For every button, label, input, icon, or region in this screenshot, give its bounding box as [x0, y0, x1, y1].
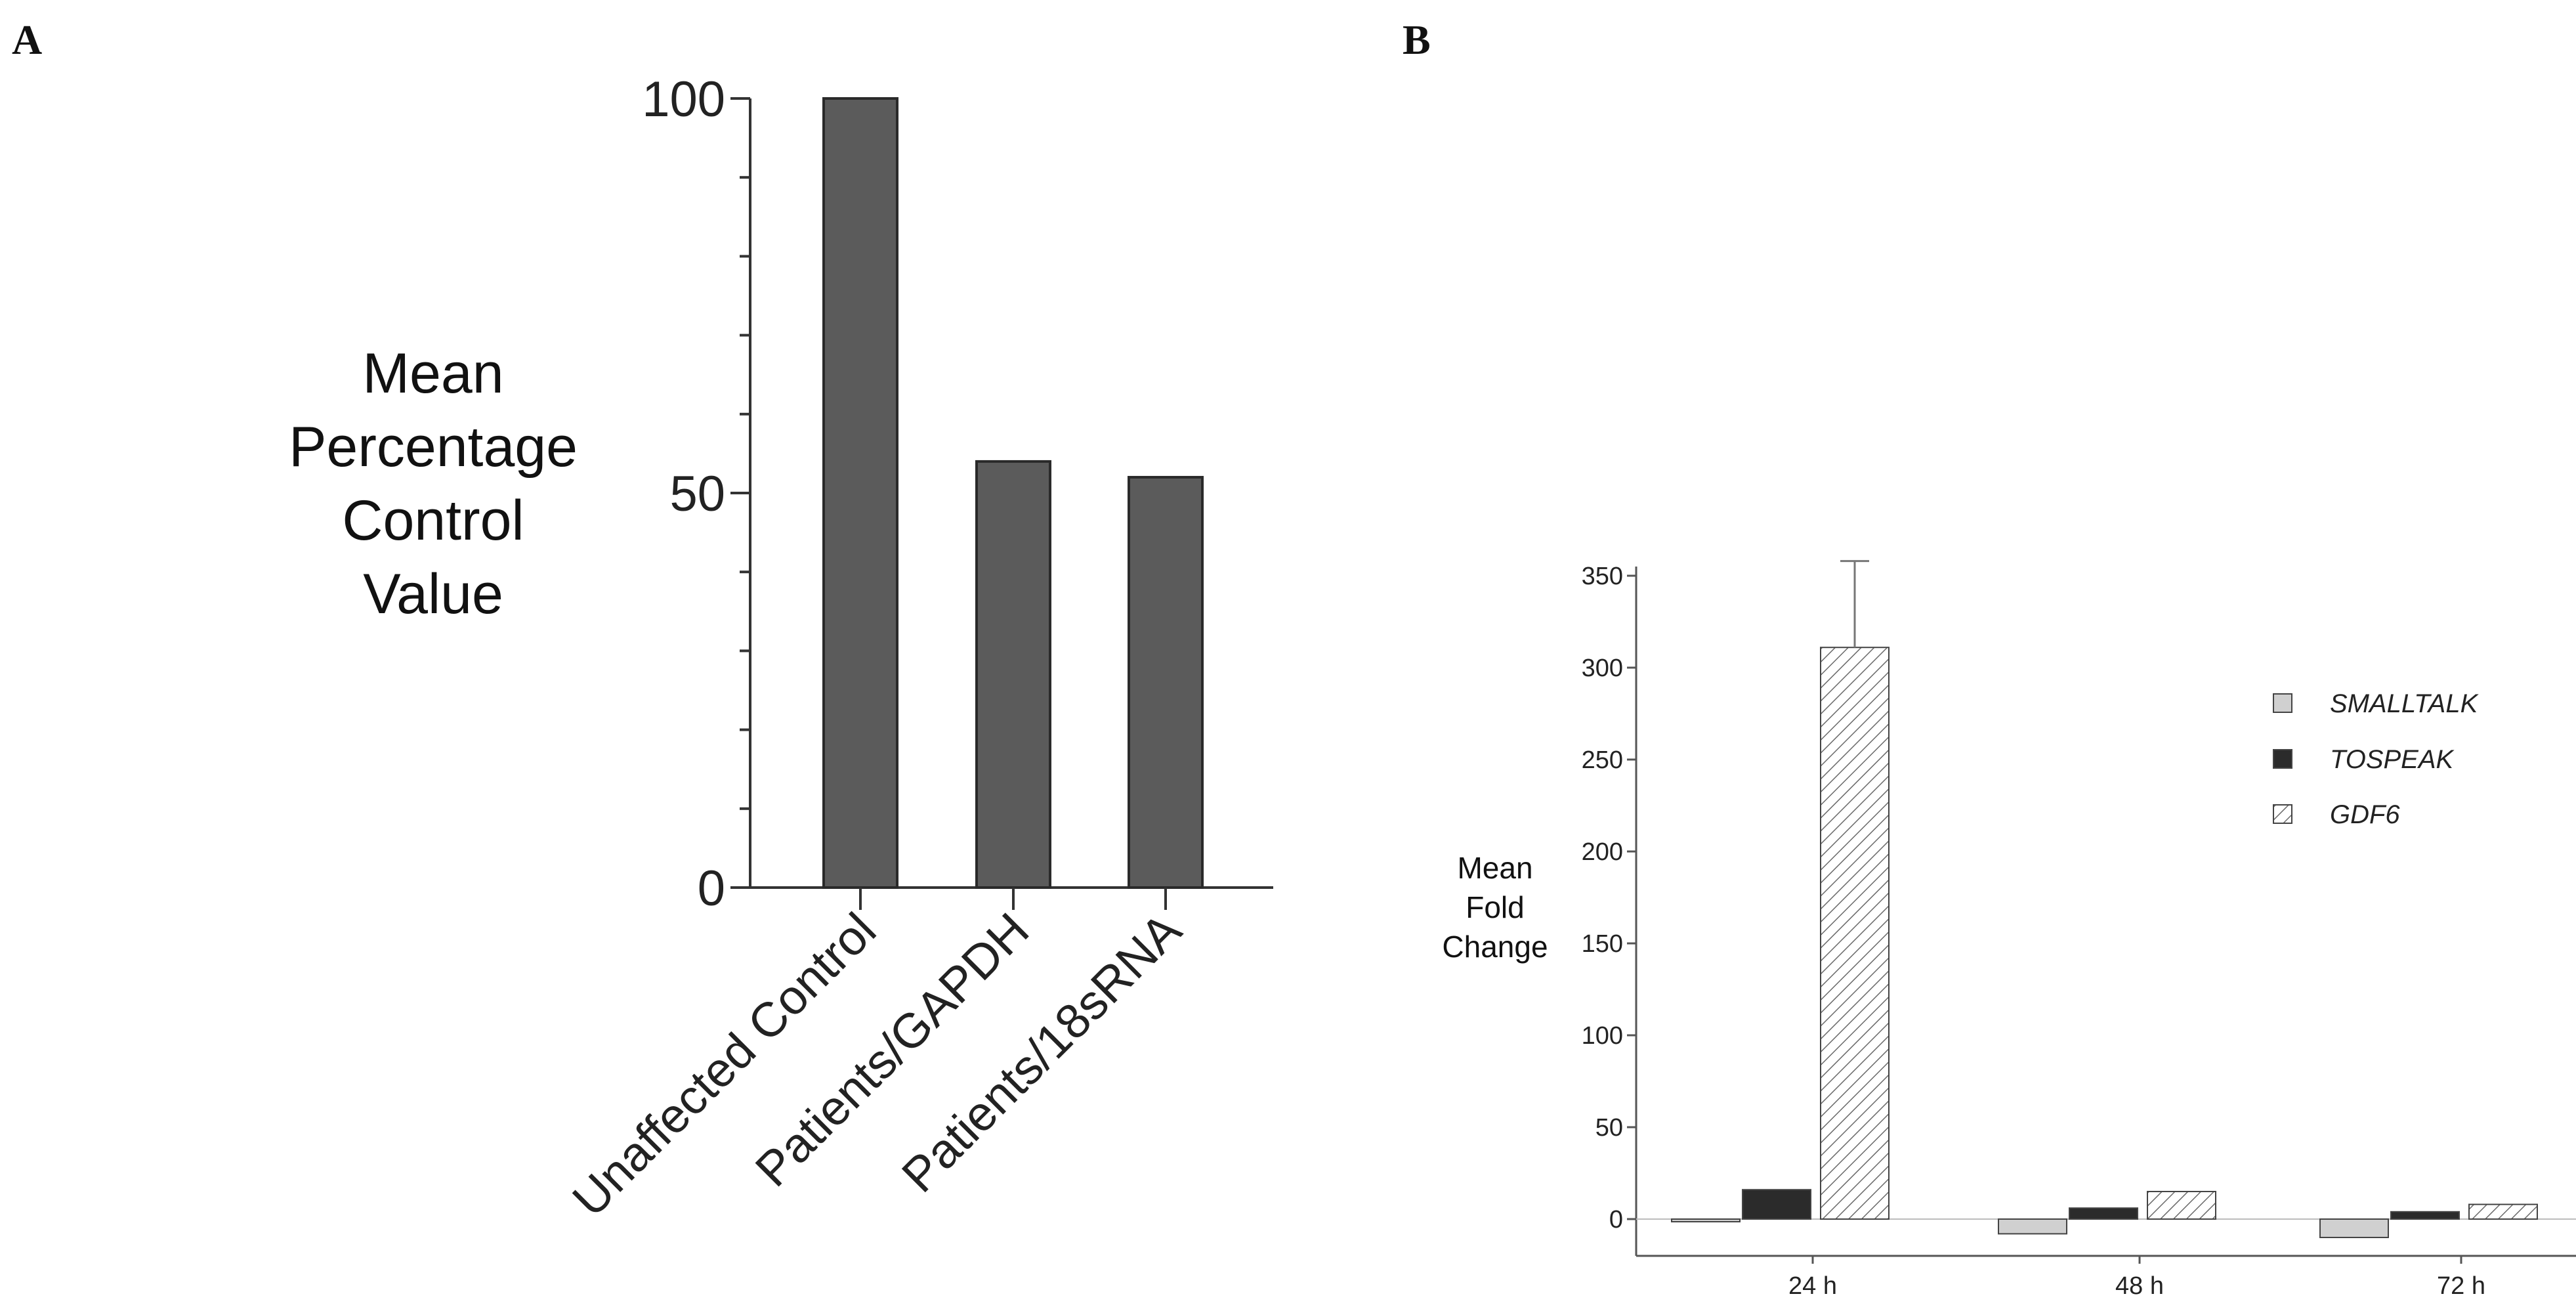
y-axis-label-line: Mean: [362, 342, 503, 405]
y-tick-label: 350: [1582, 563, 1623, 590]
chart-a: 0 50 100 Mean Percentage Control Value Unaffect…: [289, 72, 1273, 1227]
y-axis-label-line: Control: [342, 489, 524, 552]
chart-b: 0 50 100 150 200 250 300 350 Mean Fold Change 24 h 4…: [1442, 560, 2576, 1300]
x-tick-label: Patients/18sRNA: [891, 902, 1192, 1203]
y-tick-label: 100: [642, 72, 725, 127]
x-tick-label: 48 h: [2115, 1272, 2164, 1300]
legend-swatch-smalltalk: [2273, 693, 2292, 713]
bar-smalltalk-48-h: [1998, 1218, 2067, 1235]
bar-unaffected-control: [822, 97, 898, 889]
y-axis-label-line: Change: [1442, 930, 1548, 964]
legend-label-gdf6: GDF6: [2330, 800, 2400, 829]
bar-gdf6-72-h: [2468, 1203, 2538, 1220]
legend-label-tospeak: TOSPEAK: [2330, 745, 2455, 774]
legend-swatch-gdf6: [2273, 804, 2292, 824]
bar-smalltalk-72-h: [2319, 1218, 2389, 1238]
y-axis-label-line: Value: [363, 563, 503, 626]
y-axis-label-line: Percentage: [289, 416, 578, 479]
bar-tospeak-48-h: [2069, 1207, 2138, 1220]
y-tick-label: 100: [1582, 1022, 1623, 1050]
y-tick-label: 250: [1582, 746, 1623, 774]
y-tick-label: 300: [1582, 655, 1623, 682]
bar-patients-18srna: [1128, 475, 1204, 889]
y-tick-label: 50: [1595, 1114, 1623, 1142]
bar-smalltalk-24-h: [1671, 1218, 1741, 1222]
x-tick-label: Unaffected Control: [562, 903, 886, 1227]
x-tick-label: 72 h: [2437, 1272, 2485, 1300]
x-tick-label: Patients/GAPDH: [745, 903, 1039, 1197]
panel-label-a: A: [12, 16, 42, 63]
y-axis-label-line: Fold: [1466, 890, 1524, 924]
y-tick-label: 0: [1609, 1206, 1623, 1234]
legend-label-smalltalk: SMALLTALK: [2330, 689, 2480, 718]
bar-tospeak-24-h: [1742, 1189, 1811, 1220]
y-tick-label: 150: [1582, 930, 1623, 958]
panel-label-b: B: [1403, 16, 1431, 63]
y-tick-label: 50: [669, 466, 725, 522]
legend-swatch-tospeak: [2273, 749, 2292, 769]
bar-gdf6-48-h: [2147, 1191, 2216, 1220]
bar-gdf6-24-h: [1820, 647, 1890, 1220]
y-tick-label: 0: [698, 861, 725, 916]
bar-tospeak-72-h: [2390, 1211, 2460, 1220]
bar-patients-gapdh: [975, 460, 1051, 889]
y-tick-label: 200: [1582, 838, 1623, 866]
y-axis-label-line: Mean: [1457, 851, 1532, 885]
x-tick-label: 24 h: [1788, 1272, 1837, 1300]
